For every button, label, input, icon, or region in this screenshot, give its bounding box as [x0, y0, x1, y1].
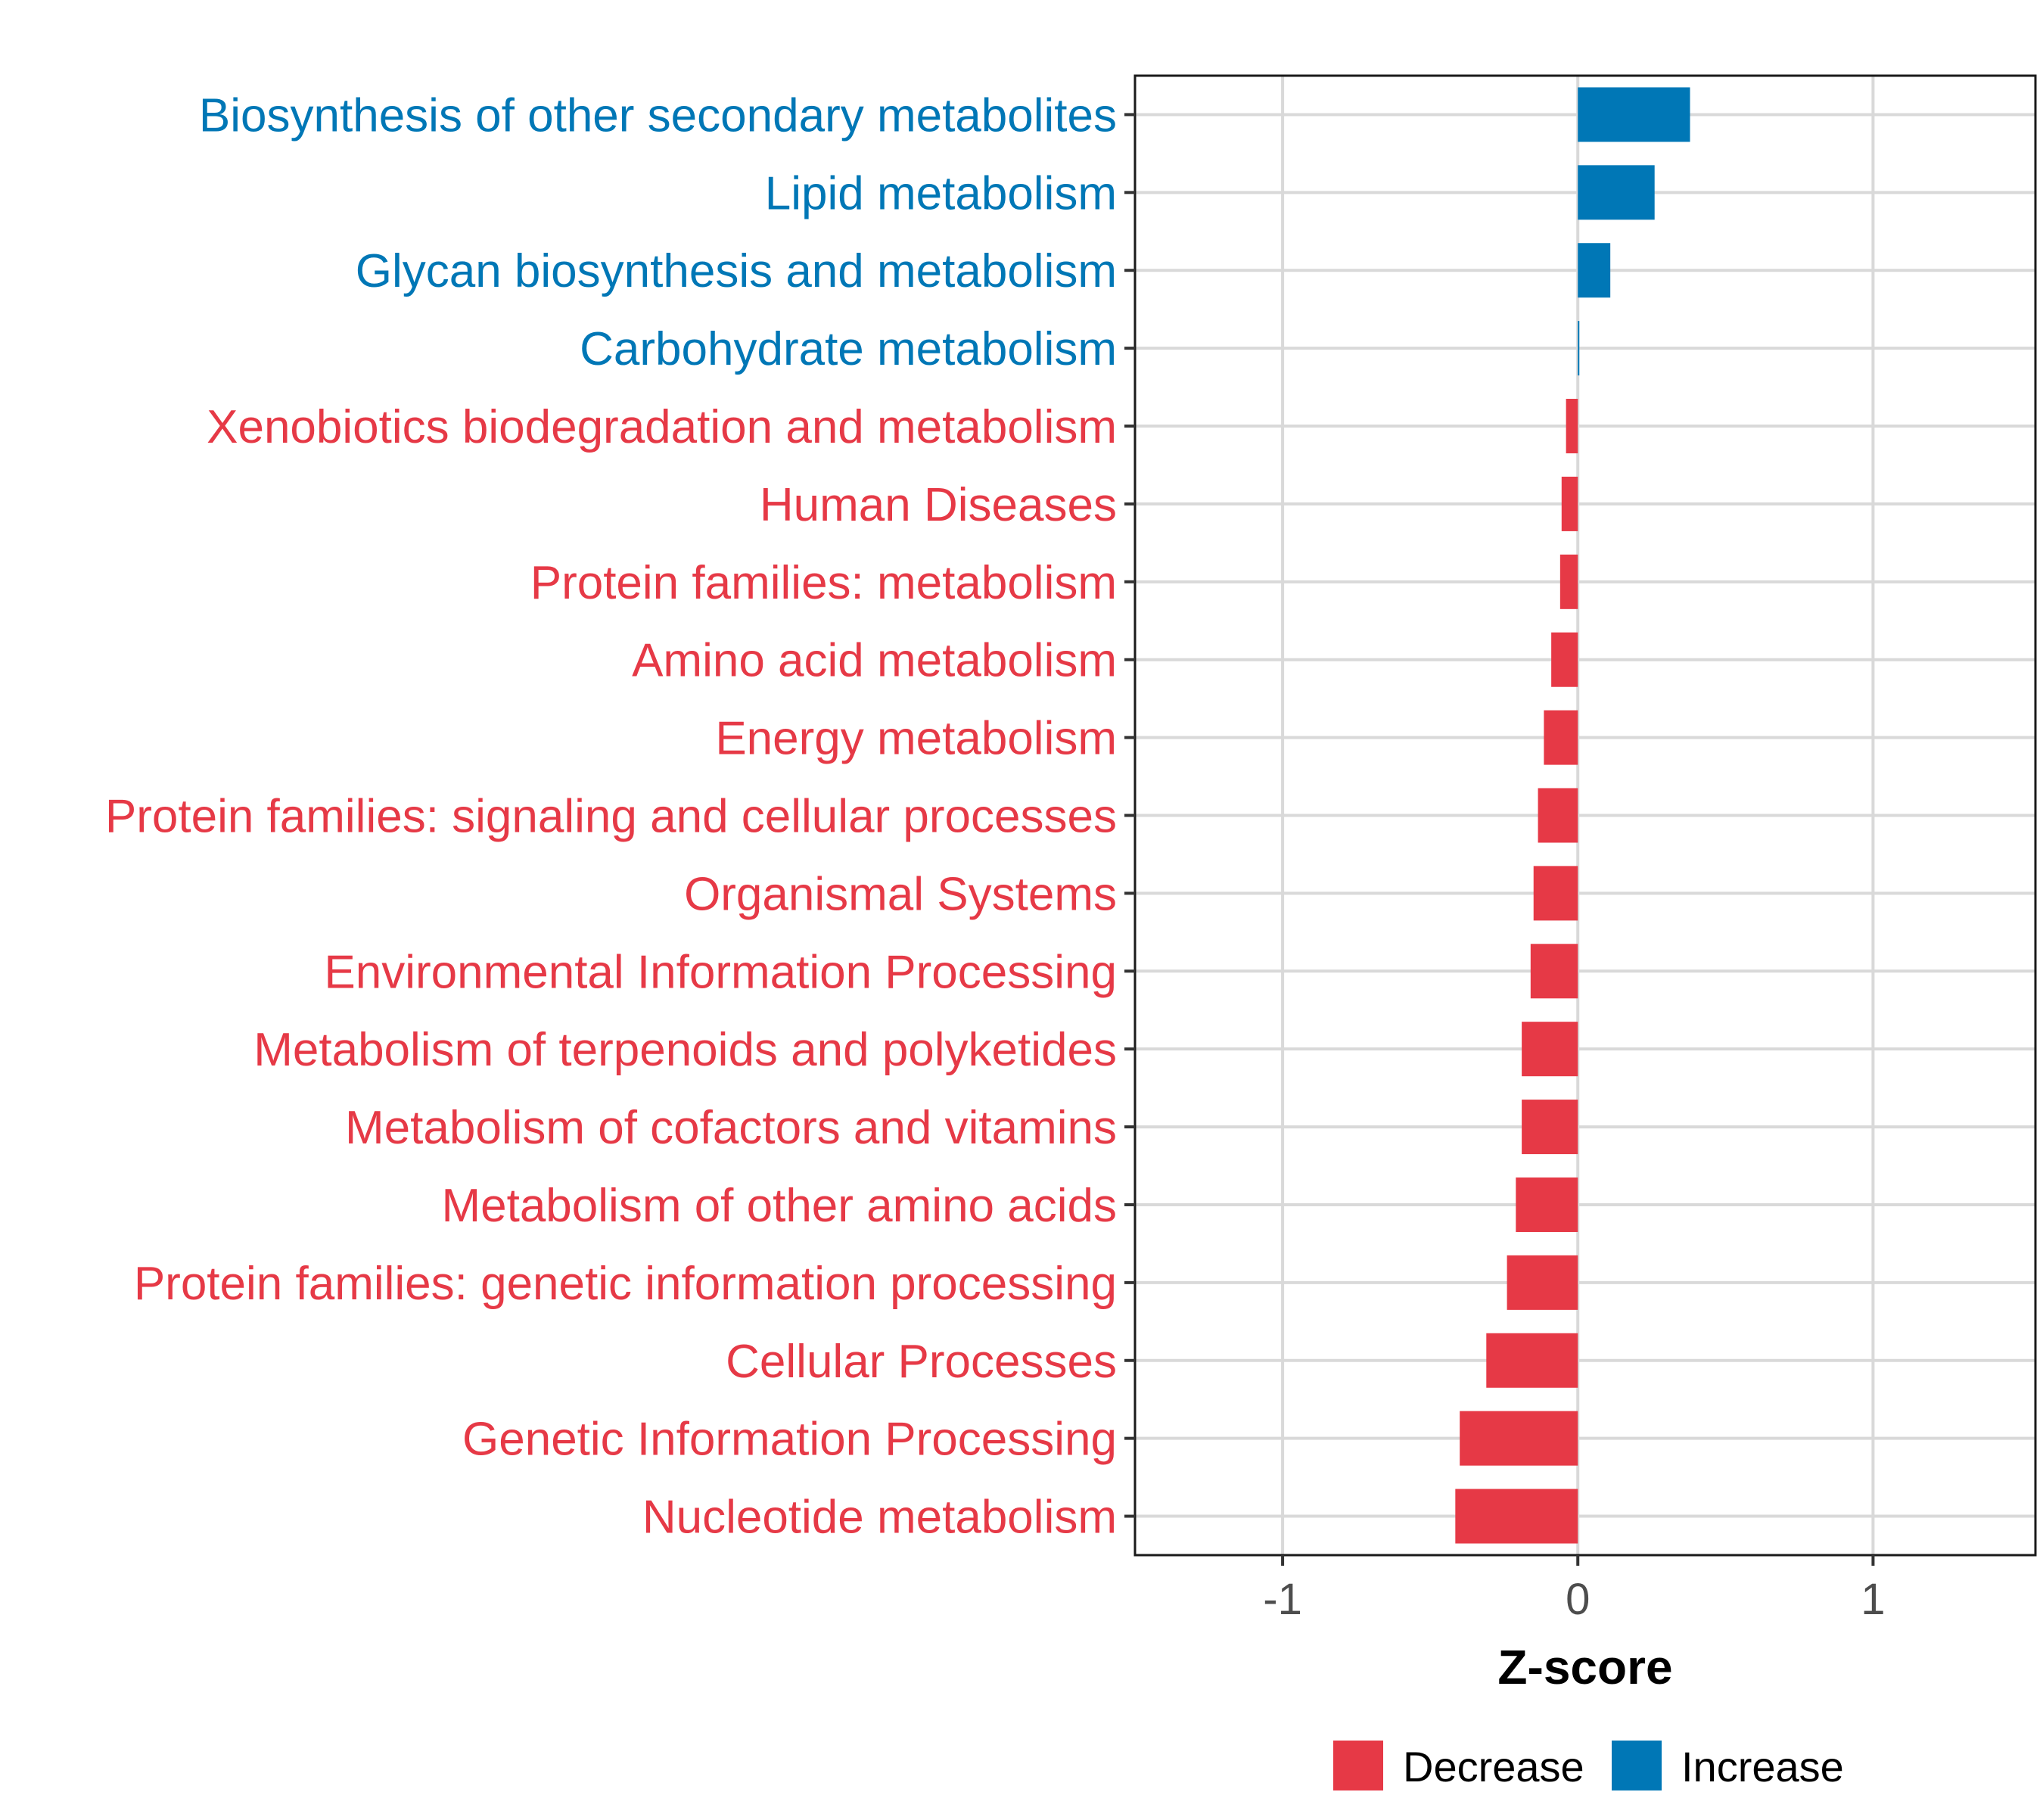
legend-label-increase: Increase: [1681, 1743, 1844, 1790]
x-tick-label-2: 1: [1861, 1575, 1885, 1624]
bar-13: [1522, 1100, 1578, 1155]
bar-7: [1551, 632, 1578, 687]
x-tick-label-0: -1: [1263, 1575, 1302, 1624]
bar-11: [1530, 944, 1578, 999]
y-tick-label-14: Metabolism of other amino acids: [441, 1180, 1117, 1232]
legend-label-decrease: Decrease: [1403, 1743, 1584, 1790]
bar-2: [1578, 243, 1611, 298]
y-tick-label-11: Environmental Information Processing: [324, 946, 1117, 998]
y-tick-label-2: Glycan biosynthesis and metabolism: [356, 245, 1117, 297]
y-tick-label-1: Lipid metabolism: [765, 167, 1117, 219]
bar-8: [1544, 710, 1578, 765]
y-tick-label-6: Protein families: metabolism: [530, 557, 1117, 609]
y-tick-label-15: Protein families: genetic information pr…: [134, 1258, 1117, 1310]
bar-layer: [1455, 87, 1690, 1544]
bar-18: [1455, 1489, 1578, 1544]
y-tick-label-3: Carbohydrate metabolism: [580, 323, 1117, 375]
y-tick-label-9: Protein families: signaling and cellular…: [105, 791, 1117, 843]
bar-1: [1578, 165, 1655, 220]
legend-swatch-decrease: [1333, 1741, 1383, 1790]
legend: Decrease Increase: [1333, 1741, 1844, 1790]
x-axis-title: Z-score: [1497, 1640, 1672, 1694]
y-tick-label-7: Amino acid metabolism: [632, 635, 1117, 687]
y-tick-label-12: Metabolism of terpenoids and polyketides: [253, 1024, 1117, 1076]
y-tick-label-13: Metabolism of cofactors and vitamins: [345, 1102, 1117, 1154]
bar-12: [1522, 1022, 1578, 1077]
bar-4: [1566, 399, 1578, 454]
y-tick-label-8: Energy metabolism: [715, 713, 1117, 765]
bar-10: [1533, 866, 1578, 921]
bar-9: [1538, 788, 1578, 843]
bar-17: [1460, 1411, 1578, 1466]
bar-6: [1559, 554, 1578, 609]
bar-14: [1516, 1177, 1578, 1232]
y-tick-label-16: Cellular Processes: [726, 1336, 1117, 1388]
grid-layer: [1135, 76, 2035, 1555]
y-tick-label-4: Xenobiotics biodegradation and metabolis…: [207, 401, 1117, 453]
bar-3: [1578, 321, 1580, 376]
legend-swatch-increase: [1612, 1741, 1662, 1790]
bar-0: [1578, 87, 1690, 142]
y-tick-layer: Biosynthesis of other secondary metaboli…: [105, 89, 1135, 1544]
y-tick-label-0: Biosynthesis of other secondary metaboli…: [199, 89, 1117, 142]
y-tick-label-17: Genetic Information Processing: [462, 1414, 1117, 1466]
bar-16: [1486, 1333, 1578, 1388]
bar-5: [1561, 476, 1578, 531]
x-tick-layer: -1 0 1: [1263, 1555, 1886, 1624]
y-tick-label-10: Organismal Systems: [684, 868, 1117, 920]
y-tick-label-18: Nucleotide metabolism: [642, 1492, 1117, 1544]
y-tick-label-5: Human Diseases: [760, 479, 1117, 531]
x-tick-label-1: 0: [1566, 1575, 1590, 1624]
bar-15: [1507, 1255, 1578, 1310]
